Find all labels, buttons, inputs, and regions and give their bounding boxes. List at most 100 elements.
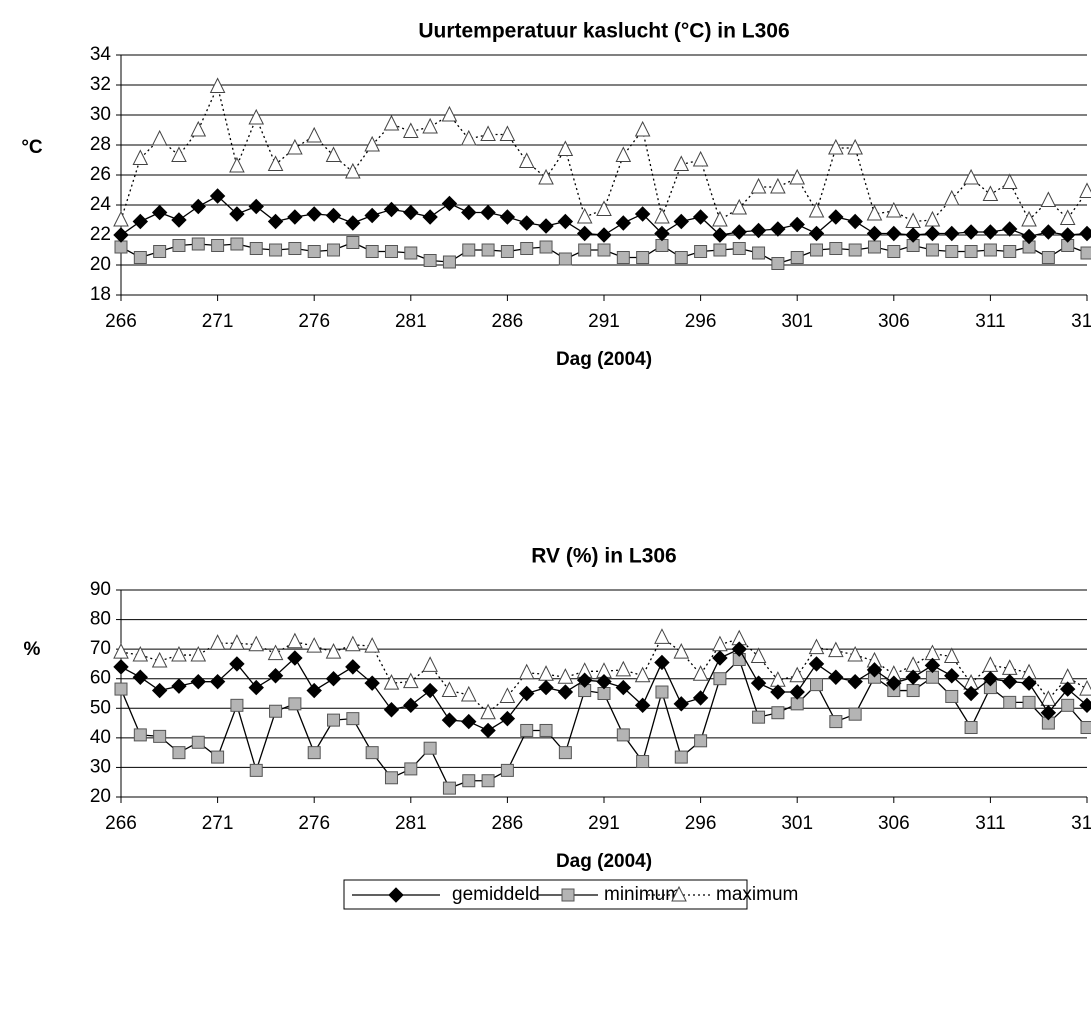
triangle-marker xyxy=(770,177,786,194)
square-marker xyxy=(1041,251,1055,264)
square-marker xyxy=(1003,245,1017,258)
triangle-marker xyxy=(325,642,342,659)
triangle-marker xyxy=(287,138,303,155)
triangle-marker xyxy=(808,638,825,655)
square-marker xyxy=(790,251,804,264)
diamond-marker xyxy=(789,216,805,233)
legend-label: gemiddeld xyxy=(452,884,540,905)
x-tick-label: 276 xyxy=(298,311,330,332)
diamond-marker xyxy=(1002,221,1018,237)
diamond-marker xyxy=(982,671,999,687)
diamond-marker xyxy=(1040,705,1057,721)
square-marker xyxy=(829,242,843,255)
x-tick-label: 296 xyxy=(685,311,717,332)
diamond-marker xyxy=(364,207,380,224)
triangle-marker xyxy=(671,885,687,902)
square-marker xyxy=(114,240,128,254)
square-marker xyxy=(520,242,534,255)
triangle-marker xyxy=(132,645,149,662)
diamond-marker xyxy=(1059,681,1076,697)
diamond-marker xyxy=(905,227,921,243)
diamond-marker xyxy=(306,682,322,699)
diamond-marker xyxy=(982,224,999,240)
diamond-marker xyxy=(538,218,554,234)
diamond-marker xyxy=(480,722,496,739)
square-marker xyxy=(964,245,978,258)
square-marker xyxy=(1080,721,1091,735)
triangle-marker xyxy=(209,634,226,650)
square-marker xyxy=(848,243,862,257)
x-tick-label: 291 xyxy=(588,311,620,332)
triangle-marker xyxy=(789,168,806,185)
square-marker xyxy=(561,888,575,902)
diamond-marker xyxy=(770,221,786,237)
triangle-marker xyxy=(750,647,767,664)
x-tick-label: 316 xyxy=(1071,311,1091,332)
diamond-marker xyxy=(519,685,535,702)
x-tick-label: 291 xyxy=(588,813,620,834)
diamond-marker xyxy=(596,227,612,243)
diamond-marker xyxy=(692,209,709,225)
square-marker xyxy=(539,723,553,737)
diamond-marker xyxy=(673,213,689,230)
y-axis-label: °C xyxy=(21,137,43,158)
square-marker xyxy=(500,245,514,258)
y-tick-label: 18 xyxy=(90,284,111,305)
y-tick-label: 80 xyxy=(90,609,111,630)
diamond-marker xyxy=(306,206,322,222)
triangle-marker xyxy=(325,146,342,162)
diamond-marker xyxy=(132,213,149,230)
square-marker xyxy=(945,245,959,258)
square-marker xyxy=(153,245,167,258)
diamond-marker xyxy=(963,685,979,702)
diamond-marker xyxy=(151,682,168,699)
triangle-marker xyxy=(1040,191,1057,207)
square-marker xyxy=(636,251,650,264)
diamond-marker xyxy=(1002,673,1018,690)
triangle-marker xyxy=(634,120,651,137)
triangle-marker xyxy=(1059,668,1076,684)
square-marker xyxy=(172,746,186,760)
square-marker xyxy=(423,254,437,267)
triangle-marker xyxy=(460,129,477,146)
triangle-marker xyxy=(402,672,419,689)
triangle-marker xyxy=(557,140,574,156)
triangle-marker xyxy=(654,628,670,644)
diamond-marker xyxy=(847,673,863,690)
diamond-marker xyxy=(1021,228,1037,245)
triangle-marker xyxy=(615,660,632,677)
triangle-marker xyxy=(499,687,516,703)
triangle-marker xyxy=(866,204,883,221)
square-marker xyxy=(346,236,360,249)
triangle-marker xyxy=(171,146,187,162)
triangle-marker xyxy=(441,681,458,698)
square-marker xyxy=(616,728,630,742)
square-marker xyxy=(597,243,611,257)
diamond-marker xyxy=(388,887,404,903)
x-tick-label: 271 xyxy=(202,311,234,332)
square-marker xyxy=(713,672,727,686)
diamond-marker xyxy=(171,678,187,694)
x-axis-label: Dag (2004) xyxy=(556,349,652,370)
square-marker xyxy=(133,728,147,742)
square-marker xyxy=(771,257,785,270)
diamond-marker xyxy=(924,657,941,674)
square-marker xyxy=(404,762,418,776)
diamond-marker xyxy=(403,697,419,714)
diamond-marker xyxy=(634,206,651,222)
diamond-marker xyxy=(461,713,477,730)
triangle-marker xyxy=(248,635,265,652)
diamond-marker xyxy=(248,198,264,215)
square-marker xyxy=(520,723,534,737)
diamond-marker xyxy=(229,206,245,222)
x-tick-label: 276 xyxy=(298,813,330,834)
square-marker xyxy=(636,755,650,769)
triangle-marker xyxy=(808,201,825,218)
diamond-marker xyxy=(461,204,477,221)
y-tick-label: 20 xyxy=(90,786,111,807)
triangle-marker xyxy=(943,189,960,206)
diamond-marker xyxy=(770,684,786,700)
y-tick-label: 90 xyxy=(90,579,111,600)
y-tick-label: 26 xyxy=(90,164,111,185)
